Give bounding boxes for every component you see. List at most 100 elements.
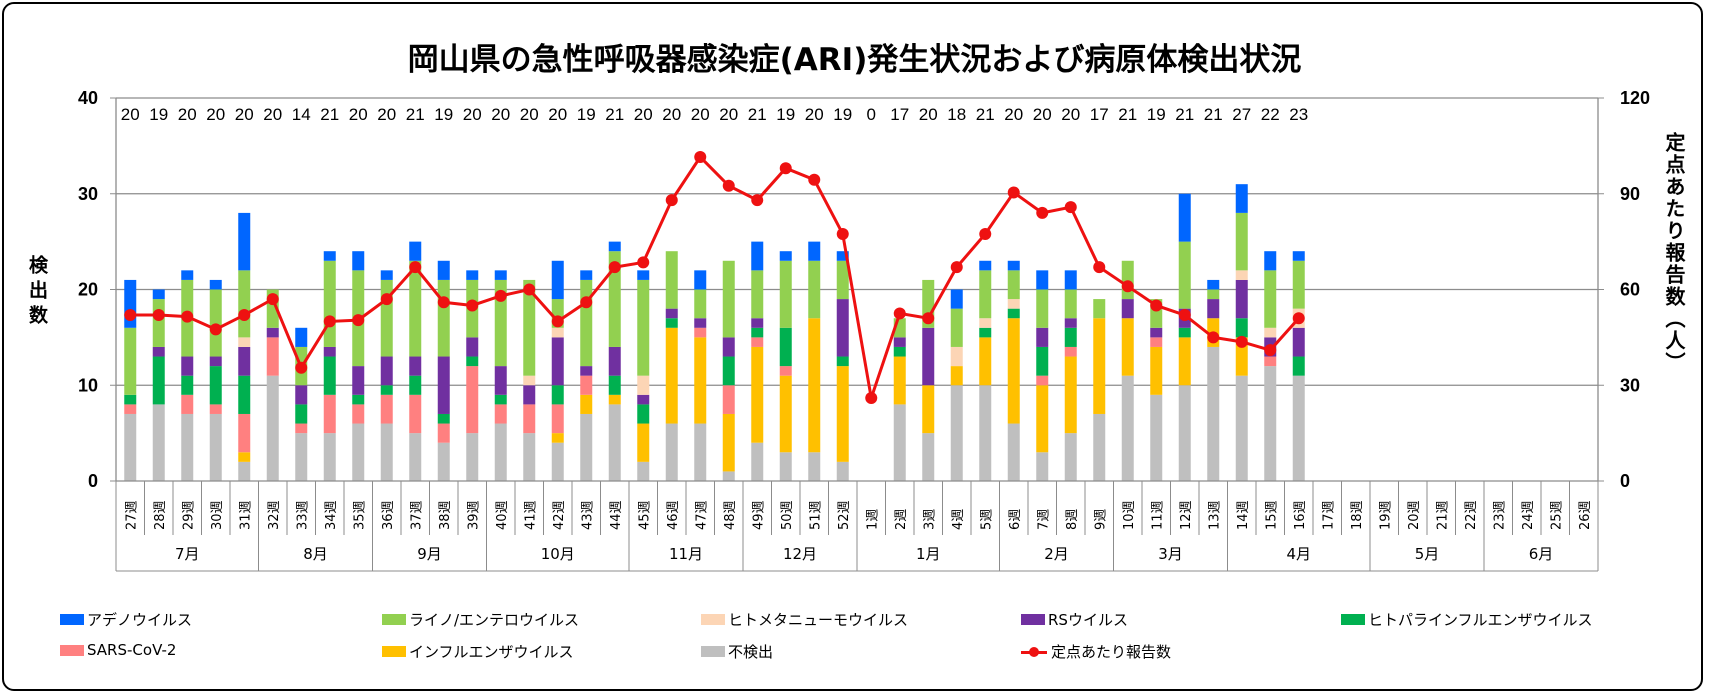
bar-segment-0 [1292,375,1305,481]
sentinel-count-label: 20 [548,105,567,124]
reports-point [1093,261,1106,274]
bar-segment-7 [950,289,963,309]
sentinel-count-label: 20 [919,105,938,124]
bar-segment-6 [1235,212,1248,271]
bar-segment-6 [637,279,650,376]
bar-segment-1 [1007,318,1020,424]
week-label: 36週 [381,500,396,530]
bar-segment-4 [580,366,593,376]
bar-segment-7 [238,212,251,271]
bar-segment-5 [523,375,536,386]
bar-segment-5 [979,318,992,328]
week-label: 24週 [1521,500,1536,530]
bar-segment-0 [266,375,279,481]
legend-swatch [60,644,84,656]
bar-segment-0 [665,423,678,481]
reports-point [1007,186,1020,199]
bar-segment-1 [893,356,906,405]
reports-point [181,310,194,323]
bar-segment-3 [637,404,650,424]
sentinel-count-label: 17 [1090,105,1109,124]
bar-segment-7 [1178,193,1191,242]
bar-segment-7 [1207,279,1220,290]
bar-segment-2 [580,375,593,395]
bar-segment-0 [1064,433,1077,481]
sentinel-count-label: 21 [1118,105,1137,124]
sentinel-count-label: 21 [406,105,425,124]
bar-segment-7 [323,251,336,261]
week-label: 2週 [894,509,909,530]
bar-segment-2 [409,394,422,434]
week-label: 43週 [580,500,595,530]
bar-segment-6 [1292,260,1305,309]
bar-segment-0 [1150,394,1163,481]
sentinel-count-label: 21 [976,105,995,124]
month-label: 10月 [541,545,575,563]
sentinel-count-label: 20 [1061,105,1080,124]
bar-segment-7 [380,270,393,280]
y-tick-label-right: 90 [1620,184,1640,204]
bar-segment-0 [238,461,251,481]
bar-segment-2 [751,337,764,347]
bar-segment-2 [266,337,279,376]
bar-segment-0 [836,461,849,481]
bar-segment-6 [1064,289,1077,319]
reports-point [922,312,935,325]
bar-segment-0 [637,461,650,481]
bar-segment-4 [637,394,650,405]
sentinel-count-label: 20 [263,105,282,124]
bar-segment-4 [380,356,393,386]
bar-segment-4 [551,337,564,386]
sentinel-count-label: 20 [377,105,396,124]
bar-segment-6 [751,270,764,319]
reports-point [779,162,792,175]
week-label: 33週 [295,500,310,530]
bar-segment-7 [466,270,479,280]
reports-point [665,194,678,207]
bar-segment-6 [608,251,621,347]
legend-label: 定点あたり報告数 [1051,643,1172,661]
reports-point [808,173,821,186]
bar-segment-3 [1292,356,1305,376]
bar-segment-4 [323,346,336,357]
week-label: 38週 [438,500,453,530]
week-label: 50週 [780,500,795,530]
bar-segment-4 [494,366,507,395]
bar-segment-2 [352,404,365,424]
legend-label: ライノ/エンテロウイルス [409,611,580,629]
y-tick-label-right: 0 [1620,471,1630,491]
reports-point [523,283,536,296]
sentinel-count-label: 21 [748,105,767,124]
bar-segment-1 [637,423,650,462]
week-label: 34週 [324,500,339,530]
bar-segment-3 [295,404,308,424]
bar-segment-4 [209,356,222,367]
bar-segment-4 [1036,327,1049,347]
week-label: 26週 [1578,500,1593,530]
bar-segment-3 [1036,346,1049,376]
bar-segment-3 [1064,327,1077,347]
bar-segment-1 [1150,346,1163,395]
y-tick-label-right: 120 [1620,88,1650,108]
week-label: 46週 [666,500,681,530]
legend-swatch [382,614,406,625]
reports-point [694,151,707,164]
legend-swatch [382,646,406,657]
bar-segment-7 [1235,184,1248,213]
week-label: 25週 [1549,500,1564,530]
week-label: 40週 [495,500,510,530]
reports-point [893,307,906,320]
bar-segment-3 [1007,308,1020,319]
week-label: 47週 [694,500,709,530]
week-label: 18週 [1350,500,1365,530]
week-label: 44週 [609,500,624,530]
y-axis-label-right: 定点あたり報告数（人） [1662,132,1686,374]
bar-segment-7 [751,241,764,271]
bar-segment-7 [409,241,422,261]
week-label: 48週 [723,500,738,530]
bar-segment-4 [665,308,678,319]
sentinel-count-label: 20 [206,105,225,124]
bar-segment-2 [494,404,507,424]
bar-segment-0 [779,452,792,481]
week-label: 30週 [210,500,225,530]
